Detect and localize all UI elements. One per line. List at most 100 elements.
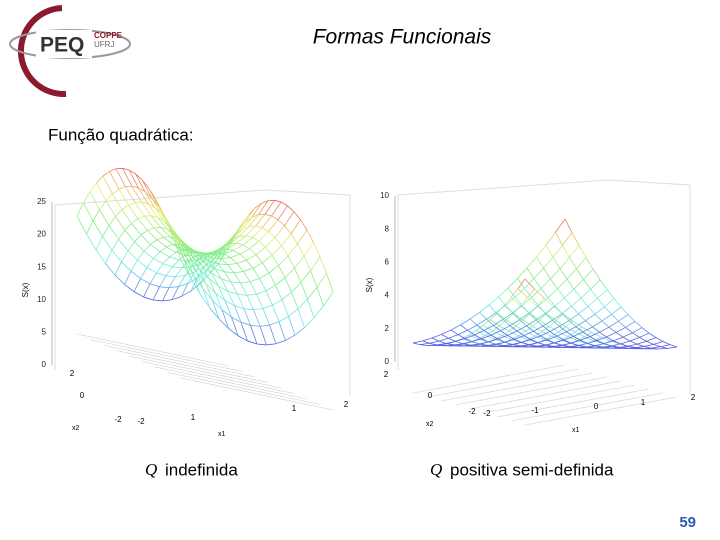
mesh-line [648,332,657,338]
mesh-line [627,345,635,349]
mesh-line [121,204,129,211]
mesh-line [431,337,440,342]
mesh-line [634,347,642,350]
mesh-line [450,324,461,331]
mesh-line [268,219,279,232]
mesh-line [277,205,288,220]
mesh-line [121,250,129,263]
mesh-line [572,320,583,328]
mesh-line [170,228,181,245]
mesh-line [460,318,471,326]
mesh-line [214,254,222,260]
mesh-line [556,331,567,337]
mesh-line [506,312,514,321]
mesh-line [300,282,308,300]
mesh-line [629,340,638,345]
z-tick-label: 10 [380,191,389,200]
mesh-line [580,339,588,344]
mesh-line [218,318,229,329]
mesh-line [237,335,248,342]
mesh-line [655,337,664,342]
mesh-line [288,308,299,317]
mesh-line [620,343,628,347]
mesh-line [636,340,647,345]
mesh-line [528,305,539,314]
mesh-line [547,288,558,298]
mesh-line [181,260,189,269]
mesh-line [486,312,497,320]
mesh-line [545,232,556,246]
mesh-line [213,249,224,260]
mesh-line [252,237,260,242]
mesh-line [105,263,116,276]
floor-line [128,355,282,389]
mesh-line [485,343,496,347]
mesh-line [545,244,554,258]
mesh-line [251,214,259,218]
mesh-line [258,231,269,242]
mesh-line [181,283,189,297]
mesh-line [211,273,222,280]
mesh-line [124,284,135,293]
mesh-line [512,312,520,321]
mesh-line [114,261,122,276]
mesh-line [271,201,282,217]
mesh-line [141,179,152,198]
mesh-line [562,313,573,322]
mesh-line [234,305,242,323]
mesh-line [249,248,257,256]
mesh-line [492,345,503,347]
x2-axis-label: x2 [426,421,434,428]
x1-tick-label: -1 [531,406,539,415]
mesh-line [313,305,324,319]
mesh-line [240,282,248,296]
mesh-line [199,293,210,308]
mesh-line [135,173,146,192]
z-axis-label: S(x) [21,282,30,297]
mesh-line [441,329,452,335]
mesh-line [274,225,285,238]
mesh-line [561,342,572,346]
mesh-line [468,334,479,340]
mesh-line [538,305,546,314]
mesh-line [513,312,524,321]
mesh-line [147,227,155,231]
mesh-line [571,305,579,315]
mesh-line [669,344,678,348]
mesh-line [584,345,595,348]
mesh-line [275,285,283,300]
mesh-line [219,247,230,263]
mesh-line [92,220,103,237]
mesh-line [518,335,529,340]
mesh-line [242,226,250,230]
mesh-line [573,288,582,299]
mesh-line [178,275,186,287]
mesh-line [568,345,579,348]
mesh-line [469,343,480,346]
x1-tick-label: 1 [641,398,646,407]
mesh-line [131,185,139,189]
mesh-line [297,298,308,310]
mesh-line [622,336,631,342]
x2-axis-label: x2 [72,425,80,432]
mesh-line [557,278,568,290]
mesh-line [567,331,576,337]
mesh-line [294,327,305,336]
mesh-line [545,313,553,321]
mesh-line [554,305,563,314]
mesh-line [176,238,187,247]
mesh-line [150,244,161,253]
mesh-line [506,319,517,327]
x1-tick-label: 1 [191,413,196,422]
mesh-line [181,290,192,297]
mesh-line [625,327,633,334]
mesh-line [559,320,570,327]
mesh-line [613,298,622,308]
plot-frame [54,189,351,395]
mesh-line [547,335,558,341]
mesh-line [531,297,539,307]
mesh-line [163,236,174,245]
mesh-line [76,215,87,235]
floor-line [412,364,566,394]
mesh-line [235,228,243,235]
